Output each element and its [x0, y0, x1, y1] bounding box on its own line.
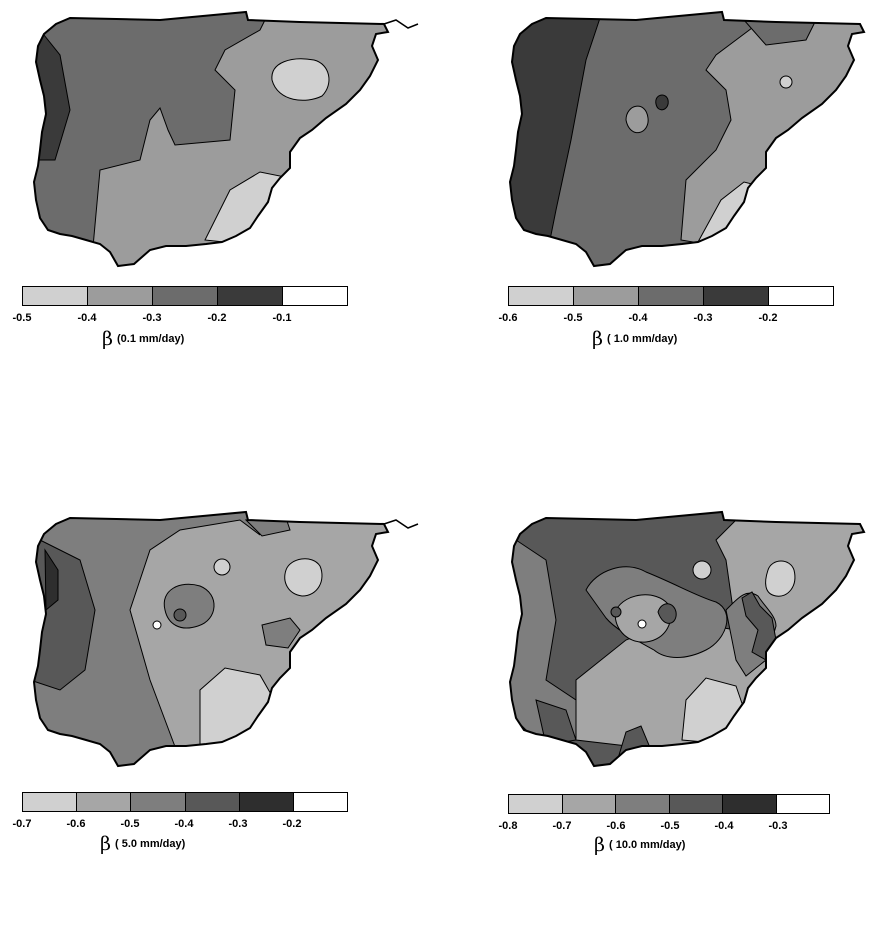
- legend-colorbar: [508, 794, 830, 814]
- legend-colorbar: [508, 286, 834, 306]
- legend-tick: -0.4: [628, 312, 648, 324]
- map-iberia-1-0mm: [508, 10, 866, 268]
- legend-tick: -0.2: [758, 312, 778, 324]
- legend-swatch: [509, 795, 563, 813]
- legend-tick: -0.4: [77, 312, 97, 324]
- legend-swatch: [574, 287, 639, 305]
- legend-swatch: [639, 287, 704, 305]
- legend-ticks: -0.6 -0.5 -0.4 -0.3 -0.2: [499, 312, 834, 326]
- panel-0-1mm: -0.5 -0.4 -0.3 -0.2 -0.1 β (0.1 mm/day): [0, 0, 445, 430]
- legend-tick: -0.3: [142, 312, 162, 324]
- legend-swatch: [218, 287, 283, 305]
- caption-text: (0.1 mm/day): [116, 333, 185, 345]
- legend-tick: -0.3: [228, 818, 248, 830]
- legend-tick: -0.7: [12, 818, 32, 830]
- legend-tick: -0.2: [207, 312, 227, 324]
- beta-symbol: β: [100, 833, 111, 855]
- legend-colorbar: [22, 286, 348, 306]
- legend-ticks: -0.7 -0.6 -0.5 -0.4 -0.3 -0.2: [13, 818, 348, 832]
- legend-swatch: [283, 287, 347, 305]
- legend-tick: -0.3: [768, 820, 788, 832]
- legend-swatch: [77, 793, 132, 811]
- legend-tick: -0.1: [272, 312, 292, 324]
- legend-tick: -0.2: [282, 818, 302, 830]
- panel-1-0mm: -0.6 -0.5 -0.4 -0.3 -0.2 β( 1.0 mm/day): [476, 0, 891, 430]
- legend-swatch: [669, 795, 723, 813]
- legend-swatch: [723, 795, 777, 813]
- legend-caption: β( 5.0 mm/day): [100, 833, 185, 855]
- caption-text: ( 5.0 mm/day): [114, 838, 186, 850]
- legend-tick: -0.7: [552, 820, 572, 832]
- legend-ticks: -0.8 -0.7 -0.6 -0.5 -0.4 -0.3: [499, 820, 830, 834]
- legend-tick: -0.8: [498, 820, 518, 832]
- legend-tick: -0.6: [498, 312, 518, 324]
- map-iberia-10-0mm: [508, 510, 866, 768]
- legend-swatch: [509, 287, 574, 305]
- legend-tick: -0.5: [120, 818, 140, 830]
- legend-colorbar: [22, 792, 348, 812]
- map-iberia-0-1mm: [32, 10, 419, 268]
- legend-swatch: [153, 287, 218, 305]
- beta-symbol: β: [592, 328, 603, 350]
- legend-tick: -0.3: [693, 312, 713, 324]
- legend-tick: -0.4: [174, 818, 194, 830]
- legend-swatch: [776, 795, 829, 813]
- legend-tick: -0.6: [606, 820, 626, 832]
- legend-tick: -0.4: [714, 820, 734, 832]
- caption-text: ( 10.0 mm/day): [608, 839, 686, 851]
- legend-tick: -0.6: [66, 818, 86, 830]
- legend-swatch: [185, 793, 240, 811]
- legend-swatch: [562, 795, 616, 813]
- legend-swatch: [704, 287, 769, 305]
- legend-swatch: [239, 793, 294, 811]
- legend-swatch: [88, 287, 153, 305]
- legend-ticks: -0.5 -0.4 -0.3 -0.2 -0.1: [13, 312, 348, 326]
- map-iberia-5-0mm: [32, 510, 419, 768]
- panel-5-0mm: -0.7 -0.6 -0.5 -0.4 -0.3 -0.2 β( 5.0 mm/…: [0, 500, 445, 930]
- beta-symbol: β: [594, 834, 605, 856]
- caption-text: ( 1.0 mm/day): [606, 333, 678, 345]
- legend-swatch: [769, 287, 833, 305]
- legend-swatch: [616, 795, 670, 813]
- legend-caption: β (0.1 mm/day): [102, 328, 184, 350]
- legend-tick: -0.5: [563, 312, 583, 324]
- legend-swatch: [23, 793, 78, 811]
- panel-10-0mm: -0.8 -0.7 -0.6 -0.5 -0.4 -0.3 β( 10.0 mm…: [476, 500, 891, 930]
- legend-swatch: [131, 793, 186, 811]
- legend-swatch: [293, 793, 348, 811]
- legend-caption: β( 1.0 mm/day): [592, 328, 677, 350]
- legend-tick: -0.5: [660, 820, 680, 832]
- legend-caption: β( 10.0 mm/day): [594, 834, 685, 856]
- beta-symbol: β: [102, 328, 113, 350]
- legend-swatch: [23, 287, 88, 305]
- legend-tick: -0.5: [12, 312, 32, 324]
